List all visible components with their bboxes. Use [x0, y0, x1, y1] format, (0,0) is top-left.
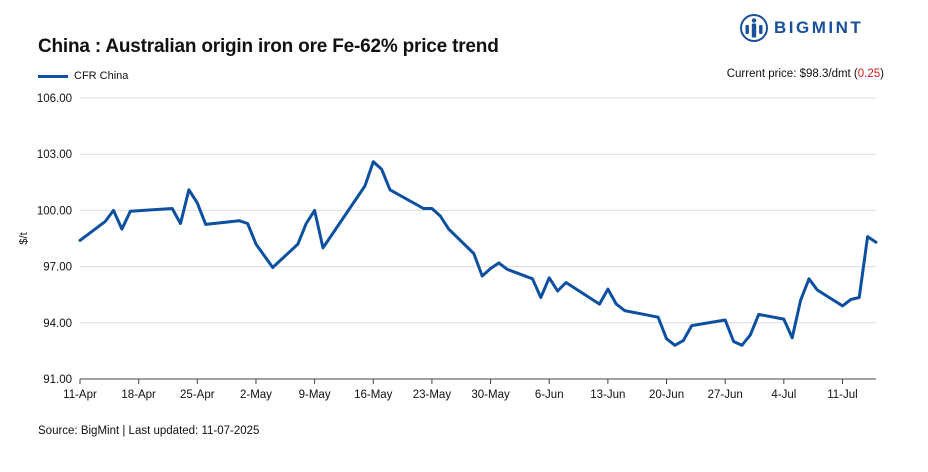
x-tick-label: 25-Apr [180, 389, 215, 401]
current-price-close: ) [880, 68, 884, 80]
x-tick-label: 6-Jun [535, 389, 564, 401]
source-note: Source: BigMint | Last updated: 11-07-20… [38, 425, 260, 437]
y-tick-label: 91.00 [43, 374, 72, 386]
x-tick-label: 18-Apr [121, 389, 156, 401]
y-tick-label: 106.00 [37, 93, 72, 105]
x-tick-label: 27-Jun [708, 389, 743, 401]
bigmint-logo-icon [740, 14, 768, 42]
brand-logo: BIGMINT [740, 14, 863, 42]
legend-label: CFR China [74, 70, 129, 82]
chart-title: China : Australian origin iron ore Fe-62… [38, 36, 499, 57]
current-price: Current price: $98.3/dmt (0.25) [727, 68, 884, 80]
x-tick-label: 23-May [413, 389, 452, 401]
x-tick-label: 13-Jun [590, 389, 625, 401]
y-tick-label: 103.00 [37, 149, 72, 161]
y-axis-label: $/t [18, 232, 30, 244]
current-price-label: Current price: $98.3/dmt ( [726, 68, 858, 80]
y-tick-label: 94.00 [43, 318, 72, 330]
logo-text: BIGMINT [774, 18, 864, 37]
x-tick-label: 11-Jul [827, 389, 857, 401]
x-tick-label: 2-May [240, 389, 272, 401]
x-tick-label: 4-Jul [771, 389, 796, 401]
x-tick-label: 11-Apr [63, 389, 97, 401]
y-tick-label: 100.00 [37, 205, 72, 217]
x-tick-label: 9-May [299, 389, 331, 401]
x-tick-label: 20-Jun [649, 389, 684, 401]
current-price-change: 0.25 [857, 68, 881, 80]
chart-legend: CFR China [38, 70, 128, 82]
legend-swatch [38, 74, 68, 78]
series-line-cfr-china [78, 160, 878, 347]
x-tick-label: 30-May [471, 389, 510, 401]
x-tick-label: 16-May [354, 389, 393, 401]
y-tick-label: 97.00 [43, 262, 72, 274]
